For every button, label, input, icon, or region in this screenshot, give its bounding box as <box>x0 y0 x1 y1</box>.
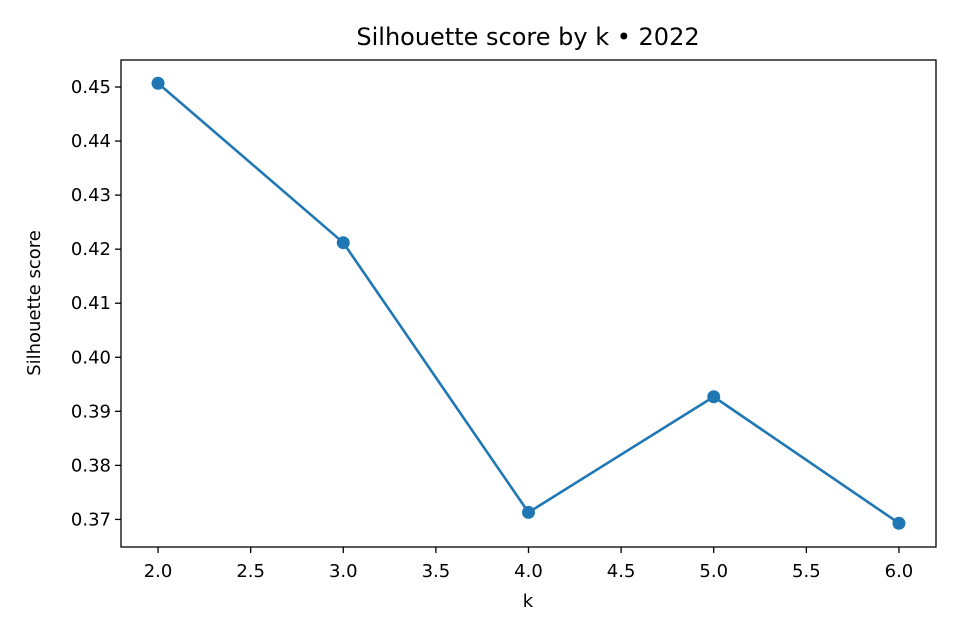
y-tick-label: 0.40 <box>71 347 111 368</box>
x-tick-label: 4.5 <box>607 561 636 582</box>
data-point <box>892 516 906 530</box>
data-point <box>522 505 535 519</box>
series-layer <box>151 76 906 530</box>
y-tick-label: 0.38 <box>71 455 111 476</box>
y-tick-label: 0.39 <box>71 401 111 422</box>
x-tick-label: 6.0 <box>885 561 914 582</box>
x-tick-label: 2.5 <box>236 561 265 582</box>
y-tick-label: 0.41 <box>71 293 111 314</box>
y-tick-label: 0.37 <box>71 509 111 530</box>
x-tick-label: 3.5 <box>422 561 451 582</box>
x-tick-label: 3.0 <box>329 561 358 582</box>
y-tick-label: 0.43 <box>71 185 111 206</box>
x-tick-label: 5.5 <box>792 561 821 582</box>
x-axis-label: k <box>523 591 534 612</box>
x-tick-label: 4.0 <box>514 561 543 582</box>
y-tick-label: 0.44 <box>71 131 111 152</box>
y-axis-ticks: 0.37 0.38 0.39 0.40 0.41 0.42 0.43 0.44 0.45 <box>71 77 121 530</box>
x-tick-label: 5.0 <box>699 561 728 582</box>
chart-title: Silhouette score by k • 2022 <box>356 23 699 51</box>
y-tick-label: 0.42 <box>71 239 111 260</box>
data-point <box>151 76 165 90</box>
y-tick-label: 0.45 <box>71 77 111 98</box>
data-point <box>336 236 350 250</box>
x-axis-ticks: 2.0 2.5 3.0 3.5 4.0 4.5 5.0 5.5 6.0 <box>144 547 914 582</box>
data-point <box>707 390 721 404</box>
y-axis-label: Silhouette score <box>24 230 45 376</box>
x-tick-label: 2.0 <box>144 561 173 582</box>
